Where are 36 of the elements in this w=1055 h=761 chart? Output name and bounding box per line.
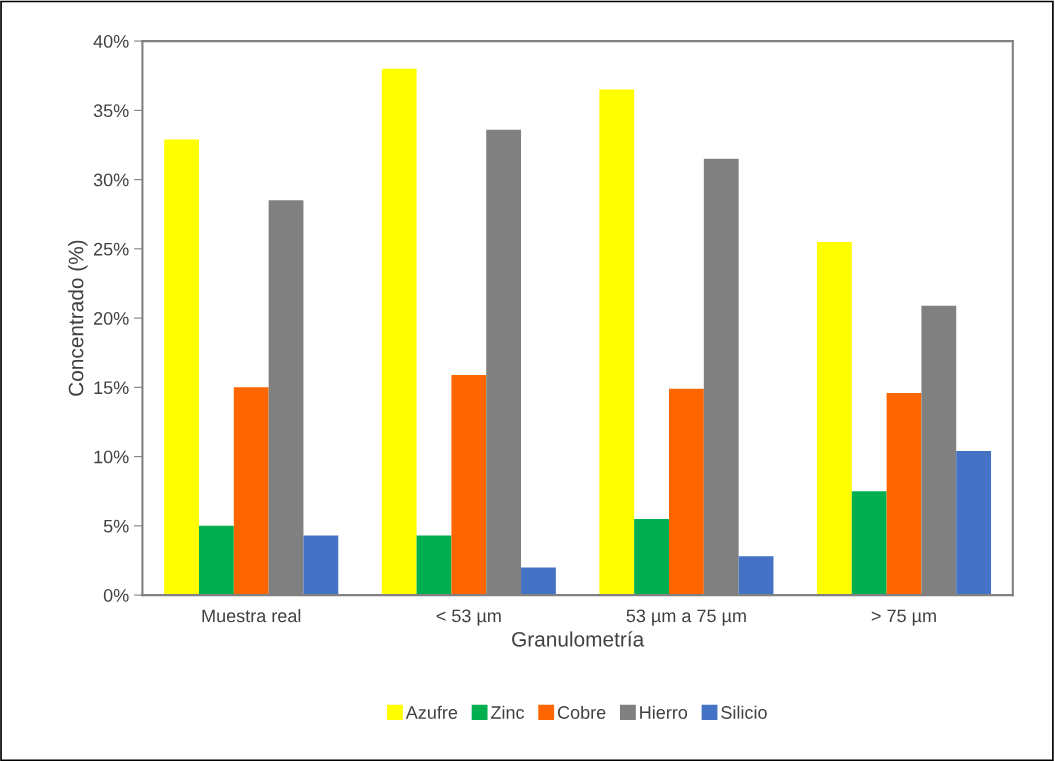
x-tick-label: Muestra real [202, 608, 301, 623]
bar [199, 525, 234, 596]
bar [451, 374, 487, 596]
y-tick-label: 15% [94, 381, 129, 395]
bar [303, 535, 339, 596]
y-tick-label: 5% [103, 519, 129, 533]
bar [381, 68, 417, 596]
bar [738, 556, 774, 596]
bar [851, 491, 887, 596]
bar [956, 451, 992, 596]
legend-label: Silicio [721, 705, 767, 719]
x-tick-label: > 75 µm [871, 609, 936, 626]
bar [816, 241, 852, 596]
y-tick-label: 20% [94, 312, 129, 325]
x-axis-title: Granulometría [512, 631, 645, 647]
legend-label: Cobre [557, 705, 606, 719]
x-tick-label: < 53 µm [436, 609, 501, 626]
bar [669, 388, 704, 596]
x-tick-label: 53 µm a 75 µm [626, 609, 746, 626]
y-tick-label: 0% [103, 589, 129, 602]
bar [886, 392, 922, 596]
bar [164, 139, 199, 596]
legend-label: Azufre [405, 705, 458, 719]
bar [521, 567, 556, 596]
legend-label: Hierro [640, 705, 688, 719]
y-tick-label: 40% [93, 35, 129, 48]
legend-label: Zinc [491, 705, 525, 719]
y-axis-title: Concentrado (%) [68, 240, 88, 396]
bar [416, 535, 452, 596]
bar [599, 89, 635, 596]
bar [233, 387, 269, 596]
bar [634, 518, 669, 596]
y-tick-label: 30% [93, 173, 129, 187]
y-tick-label: 25% [94, 242, 129, 256]
y-tick-label: 10% [94, 450, 129, 464]
y-tick-label: 35% [93, 104, 129, 118]
